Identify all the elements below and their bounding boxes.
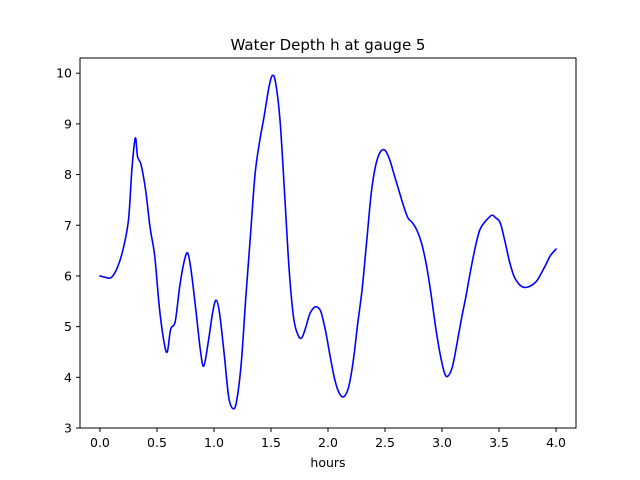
y-tick-label: 10 <box>56 66 72 81</box>
x-tick-label: 0.5 <box>147 435 167 450</box>
x-tick-label: 4.0 <box>546 435 566 450</box>
y-axis-ticks: 3 4 5 6 7 8 9 10 <box>56 66 80 436</box>
x-tick-label: 2.0 <box>318 435 338 450</box>
chart-title: Water Depth h at gauge 5 <box>231 36 426 54</box>
y-tick-label: 5 <box>64 319 72 334</box>
plot-area-background <box>80 58 576 428</box>
y-tick-label: 7 <box>64 218 72 233</box>
x-tick-label: 3.5 <box>489 435 509 450</box>
x-axis-ticks: 0.0 0.5 1.0 1.5 2.0 2.5 3.0 3.5 4.0 <box>90 428 566 450</box>
x-tick-label: 0.0 <box>90 435 110 450</box>
series-line <box>99 74 557 410</box>
y-tick-label: 4 <box>64 370 72 385</box>
y-tick-label: 8 <box>64 167 72 182</box>
x-axis-label: hours <box>310 455 345 470</box>
x-tick-label: 1.0 <box>204 435 224 450</box>
y-tick-label: 6 <box>64 268 72 283</box>
y-tick-label: 3 <box>64 421 72 436</box>
y-tick-label: 9 <box>64 116 72 131</box>
x-tick-label: 2.5 <box>375 435 395 450</box>
x-tick-label: 1.5 <box>261 435 281 450</box>
x-tick-label: 3.0 <box>432 435 452 450</box>
